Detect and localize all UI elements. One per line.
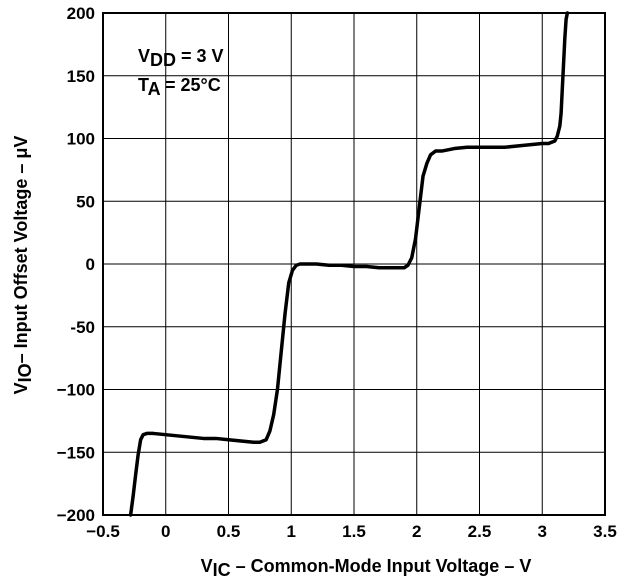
x-tick-label: 1.5 [342, 522, 366, 541]
y-tick-label: −100 [57, 381, 95, 400]
y-tick-label: 150 [67, 67, 95, 86]
x-tick-label: 3 [538, 522, 547, 541]
x-tick-label: 2 [412, 522, 421, 541]
y-tick-label: -50 [70, 318, 95, 337]
y-tick-label: −200 [57, 506, 95, 525]
y-tick-label: 0 [86, 255, 95, 274]
x-tick-label: −0.5 [86, 522, 120, 541]
y-tick-label: 100 [67, 130, 95, 149]
series-line [128, 11, 570, 517]
x-tick-label: 2.5 [468, 522, 492, 541]
tick-labels: −0.5 0 0.5 1 1.5 2 2.5 3 3.5 200 150 100 50 0 -50 −100 −… [57, 4, 617, 541]
x-tick-label: 1 [287, 522, 296, 541]
y-tick-label: 200 [67, 4, 95, 23]
y-axis-title: VIO– Input Offset Voltage – μV [11, 136, 35, 395]
y-tick-label: 50 [76, 192, 95, 211]
x-tick-label: 0 [161, 522, 170, 541]
annotation-vdd: VDD = 3 V [138, 46, 224, 70]
annotation-ta: TA = 25°C [138, 75, 221, 99]
annotation-box: VDD = 3 V TA = 25°C [138, 46, 224, 99]
y-tick-label: −150 [57, 443, 95, 462]
plot-frame [102, 12, 606, 516]
x-axis-title: VIC – Common-Mode Input Voltage – V [201, 556, 532, 580]
x-tick-label: 0.5 [217, 522, 241, 541]
x-tick-label: 3.5 [593, 522, 617, 541]
